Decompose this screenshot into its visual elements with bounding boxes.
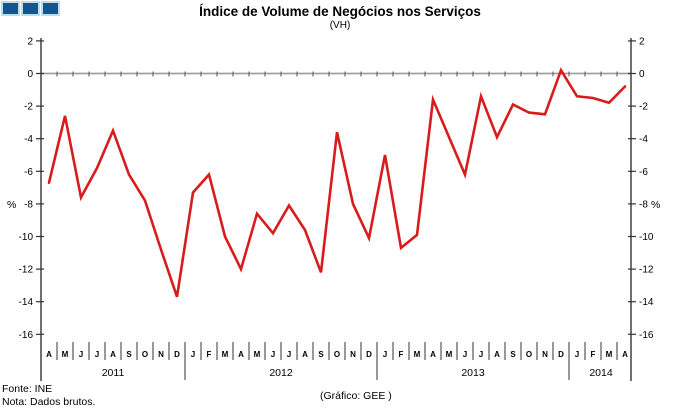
y-tick-label-left: -10 <box>19 232 34 243</box>
y-tick-label-right: 2 <box>639 36 645 47</box>
year-label: 2014 <box>589 367 613 379</box>
month-label: D <box>558 350 564 359</box>
y-axis-unit-left: % <box>7 199 17 211</box>
month-label: N <box>350 350 356 359</box>
year-label: 2012 <box>269 367 293 379</box>
y-tick-label-right: -10 <box>639 232 654 243</box>
month-label: O <box>526 350 532 359</box>
month-label: S <box>126 350 132 359</box>
month-label: D <box>174 350 180 359</box>
month-label: A <box>110 350 116 359</box>
y-tick-label-left: -6 <box>24 167 33 178</box>
y-tick-label-right: -4 <box>639 134 648 145</box>
y-tick-label-left: -8 <box>24 199 33 210</box>
month-label: J <box>479 350 483 359</box>
month-label: D <box>366 350 372 359</box>
month-label: J <box>95 350 99 359</box>
month-label: O <box>334 350 340 359</box>
y-tick-label-right: -14 <box>639 297 654 308</box>
month-label: A <box>622 350 628 359</box>
y-tick-label-left: -14 <box>19 297 34 308</box>
y-tick-label-right: -6 <box>639 167 648 178</box>
logo-square <box>1 1 20 16</box>
y-tick-label-left: 0 <box>27 69 33 80</box>
month-label: J <box>191 350 195 359</box>
month-label: S <box>510 350 516 359</box>
y-tick-label-left: -4 <box>24 134 33 145</box>
month-label: M <box>446 350 453 359</box>
month-label: N <box>158 350 164 359</box>
y-tick-label-left: -16 <box>19 330 34 341</box>
y-tick-label-right: -16 <box>639 330 654 341</box>
month-label: A <box>238 350 244 359</box>
chart-title: Índice de Volume de Negócios nos Serviço… <box>199 4 481 19</box>
month-label: A <box>430 350 436 359</box>
month-label: F <box>207 350 212 359</box>
y-tick-label-left: 2 <box>27 36 33 47</box>
data-note: Nota: Dados brutos. <box>2 396 96 408</box>
credit-note: (Gráfico: GEE ) <box>320 390 392 402</box>
month-label: A <box>46 350 52 359</box>
data-line <box>47 67 627 298</box>
month-label: N <box>542 350 548 359</box>
y-tick-label-right: -2 <box>639 102 648 113</box>
logo-square <box>41 1 60 16</box>
month-label: J <box>575 350 579 359</box>
month-label: J <box>287 350 291 359</box>
logo <box>1 1 60 16</box>
month-label: M <box>414 350 421 359</box>
month-label: A <box>494 350 500 359</box>
month-label: O <box>142 350 148 359</box>
y-axis-unit-right: % <box>651 199 661 211</box>
month-label: J <box>79 350 83 359</box>
month-label: J <box>271 350 275 359</box>
month-label: M <box>222 350 229 359</box>
chart-subtitle: (VH) <box>329 20 351 31</box>
y-tick-label-left: -12 <box>19 265 34 276</box>
month-label: J <box>463 350 467 359</box>
month-label: M <box>606 350 613 359</box>
year-label: 2013 <box>461 367 485 379</box>
month-label: J <box>383 350 387 359</box>
logo-square <box>21 1 40 16</box>
month-label: S <box>318 350 324 359</box>
month-label: A <box>302 350 308 359</box>
year-label: 2011 <box>102 367 125 379</box>
y-tick-label-right: -8 <box>639 199 648 210</box>
month-label: M <box>62 350 69 359</box>
source-note: Fonte: INE <box>2 383 53 395</box>
y-tick-label-right: -12 <box>639 265 654 276</box>
y-tick-label-right: 0 <box>639 69 645 80</box>
y-tick-label-left: -2 <box>24 102 33 113</box>
month-label: F <box>591 350 596 359</box>
month-label: F <box>399 350 404 359</box>
month-label: M <box>254 350 261 359</box>
